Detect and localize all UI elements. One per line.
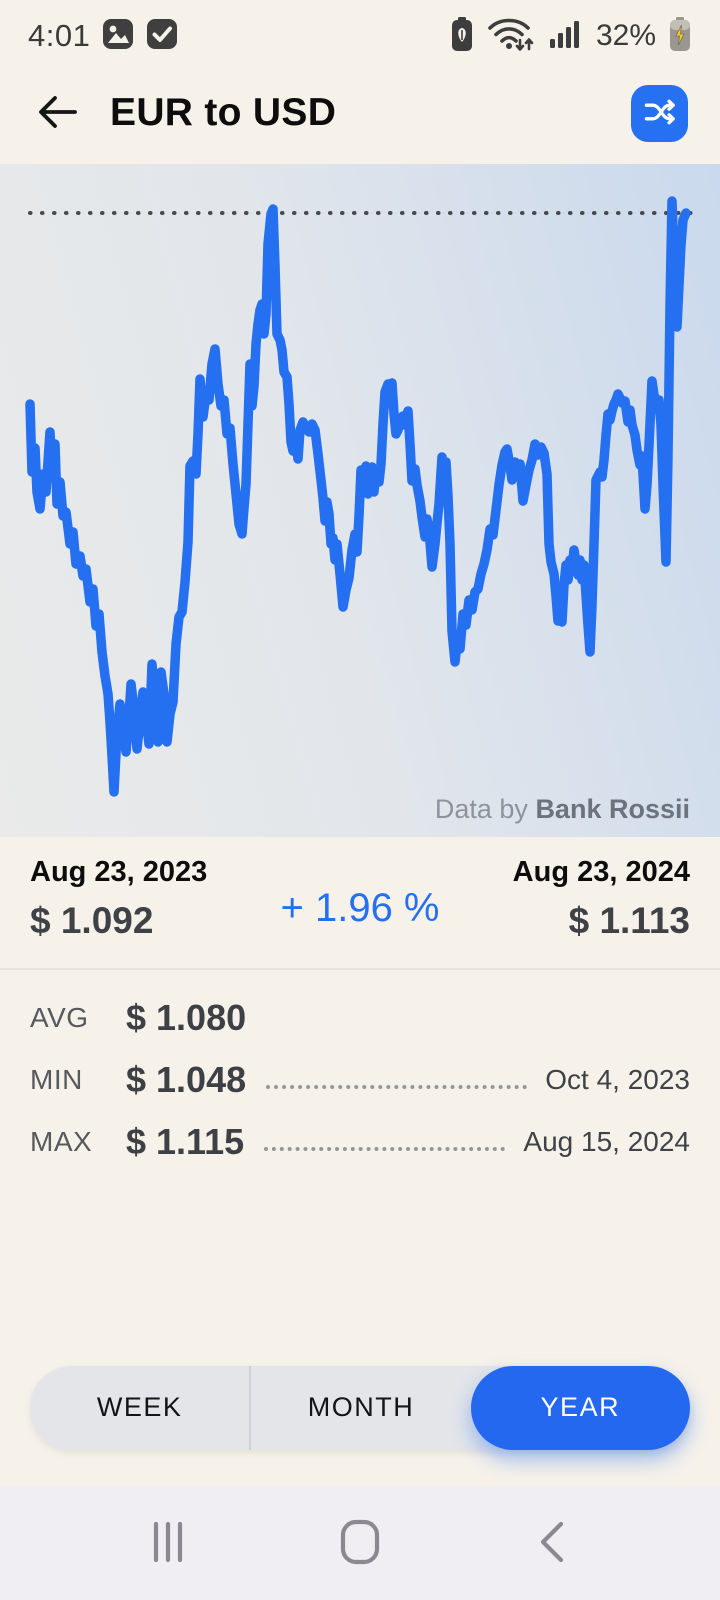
section-divider [0,967,720,970]
home-button[interactable] [330,1513,390,1573]
dotted-leader [264,1146,506,1151]
change-percent: + 1.96 % [280,885,440,930]
header: EUR to USD [0,62,720,164]
period-start: Aug 23, 2023 $ 1.092 [30,856,208,942]
back-button[interactable] [32,91,80,135]
charging-battery-icon [668,16,692,57]
period-end: Aug 23, 2024 $ 1.113 [512,856,690,942]
status-bar-left: 4:01 [28,18,178,55]
stat-date: Aug 15, 2024 [523,1125,690,1157]
end-price: $ 1.113 [568,899,690,941]
recents-icon [153,1521,183,1566]
rate-line-chart[interactable]: Data by Bank Rossii [0,164,720,837]
period-summary: Aug 23, 2023 $ 1.092 + 1.96 % Aug 23, 20… [0,837,720,968]
tab-month[interactable]: MONTH [251,1366,470,1450]
page-title: EUR to USD [110,91,337,134]
swap-currencies-button[interactable] [631,84,688,142]
shuffle-icon [643,95,677,132]
wifi-arrows-icon [486,14,538,59]
battery-saver-icon [450,16,474,57]
android-navigation-bar [0,1486,720,1600]
check-badge-icon [146,18,178,55]
signal-bars-icon [549,17,584,56]
tab-year[interactable]: YEAR [470,1365,690,1450]
gallery-icon [102,18,134,55]
recents-button[interactable] [138,1513,198,1573]
start-price: $ 1.092 [30,899,154,941]
tab-week[interactable]: WEEK [30,1365,252,1450]
stat-value: $ 1.048 [126,1058,247,1100]
stat-label: MIN [30,1063,83,1095]
stat-row-max: MAX $ 1.115 Aug 15, 2024 [30,1120,690,1162]
status-bar-right: 32% [450,14,692,59]
stat-value: $ 1.115 [126,1120,245,1162]
period-tabs: WEEK MONTH YEAR [30,1365,690,1450]
chart-canvas [25,196,694,797]
clock-text: 4:01 [28,18,91,53]
stat-row-avg: AVG $ 1.080 [30,996,690,1038]
dotted-leader [266,1084,528,1089]
rate-series-line [25,196,691,797]
status-bar: 4:01 [0,0,720,62]
chart-attribution: Data by Bank Rossii [435,794,690,825]
arrow-left-icon [33,92,79,135]
home-icon [340,1519,380,1568]
stat-label: MAX [30,1125,93,1157]
back-icon [538,1521,566,1566]
stats-list: AVG $ 1.080 MIN $ 1.048 Oct 4, 2023 MAX … [0,970,720,1160]
stat-date: Oct 4, 2023 [545,1063,690,1095]
stat-value: $ 1.080 [126,996,247,1038]
attribution-prefix: Data by [434,794,536,824]
start-date: Aug 23, 2023 [30,856,208,888]
battery-percent-text: 32% [595,19,656,52]
attribution-source: Bank Rossii [535,794,690,824]
end-date: Aug 23, 2024 [512,856,690,888]
nav-back-button[interactable] [522,1513,582,1573]
stat-label: AVG [30,1001,89,1033]
stat-row-min: MIN $ 1.048 Oct 4, 2023 [30,1058,690,1100]
